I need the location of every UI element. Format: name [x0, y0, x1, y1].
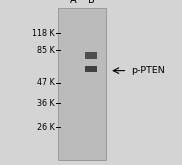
- Bar: [85, 52, 97, 59]
- Bar: [85, 66, 97, 72]
- Text: 36 K: 36 K: [37, 99, 55, 108]
- Text: 85 K: 85 K: [37, 46, 55, 55]
- Text: 26 K: 26 K: [37, 123, 55, 132]
- Text: A: A: [70, 0, 76, 5]
- Text: p-PTEN: p-PTEN: [131, 66, 165, 75]
- Text: 47 K: 47 K: [37, 78, 55, 87]
- Text: 118 K: 118 K: [32, 29, 55, 37]
- Text: B: B: [88, 0, 94, 5]
- Bar: [58, 8, 106, 160]
